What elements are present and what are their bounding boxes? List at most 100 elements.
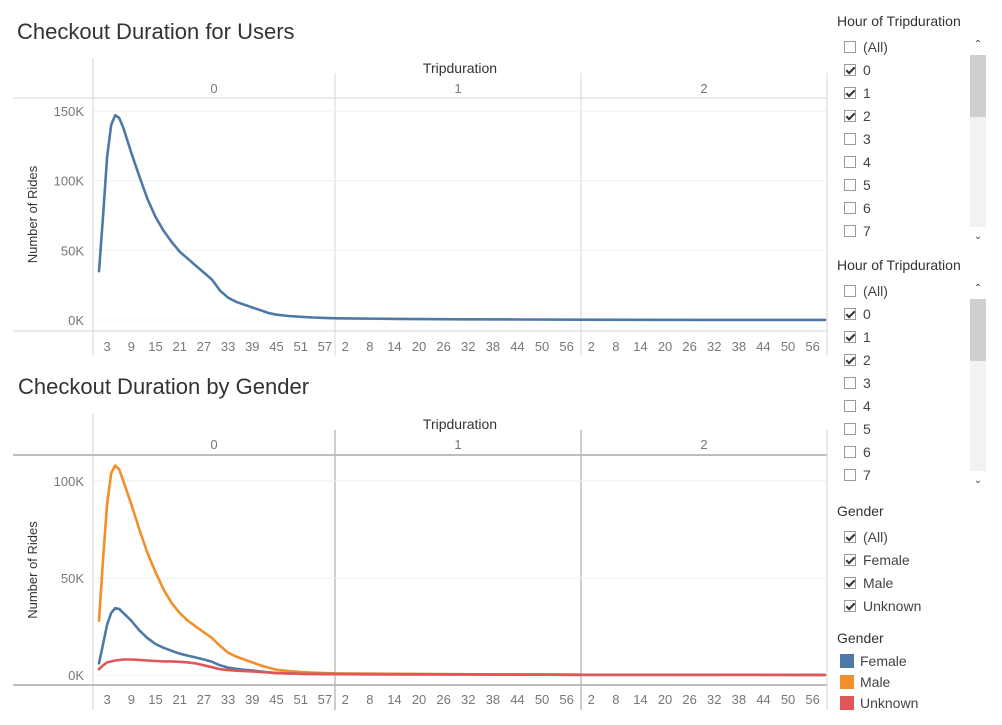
x-tick-label: 45 <box>269 339 283 354</box>
filter-item-label: Female <box>863 552 910 568</box>
checkbox[interactable] <box>844 331 856 343</box>
y-tick-label: 100K <box>54 474 85 489</box>
filter-item-3[interactable]: 3 <box>844 373 871 393</box>
filter-item-5[interactable]: 5 <box>844 419 871 439</box>
x-tick-label: 32 <box>707 692 721 707</box>
checkbox[interactable] <box>844 202 856 214</box>
x-tick-label: 38 <box>732 692 746 707</box>
x-tick-label: 50 <box>781 692 795 707</box>
checkbox[interactable] <box>844 285 856 297</box>
filter-item-2[interactable]: 2 <box>844 350 871 370</box>
x-tick-label: 45 <box>269 692 283 707</box>
x-tick-label: 33 <box>221 692 235 707</box>
scroll-down-icon[interactable]: ⌄ <box>973 231 983 242</box>
filter-item-male[interactable]: Male <box>844 573 893 593</box>
filter-item-0[interactable]: 0 <box>844 304 871 324</box>
filter-item-7[interactable]: 7 <box>844 465 871 485</box>
scroll-up-icon[interactable]: ⌃ <box>973 39 983 50</box>
checkbox[interactable] <box>844 577 856 589</box>
y-axis-label: Number of Rides <box>25 165 40 263</box>
filter-item-4[interactable]: 4 <box>844 396 871 416</box>
scroll-thumb[interactable] <box>970 299 986 361</box>
filter-item-2[interactable]: 2 <box>844 106 871 126</box>
checkbox[interactable] <box>844 446 856 458</box>
scroll-track[interactable] <box>970 55 986 227</box>
legend-label: Male <box>860 674 891 690</box>
checkbox[interactable] <box>844 156 856 168</box>
legend-item-female[interactable]: Female <box>840 651 907 671</box>
legend-label: Female <box>860 653 907 669</box>
x-tick-label: 56 <box>559 339 573 354</box>
x-tick-label: 9 <box>128 692 135 707</box>
checkbox[interactable] <box>844 41 856 53</box>
filter-item-7[interactable]: 7 <box>844 221 871 241</box>
x-tick-label: 32 <box>461 339 475 354</box>
filter-item-4[interactable]: 4 <box>844 152 871 172</box>
filter-title: Hour of Tripduration <box>837 257 961 273</box>
y-tick-label: 50K <box>61 243 84 258</box>
filter-item-female[interactable]: Female <box>844 550 910 570</box>
checkbox[interactable] <box>844 531 856 543</box>
filter-item-label: 6 <box>863 444 871 460</box>
filter-item-label: 5 <box>863 177 871 193</box>
checkbox[interactable] <box>844 600 856 612</box>
x-tick-label: 26 <box>436 692 450 707</box>
checkbox[interactable] <box>844 179 856 191</box>
filter-item-label: Unknown <box>863 598 922 614</box>
x-tick-label: 27 <box>197 692 211 707</box>
x-tick-label: 44 <box>510 692 524 707</box>
x-tick-label: 20 <box>412 339 426 354</box>
x-tick-label: 26 <box>682 692 696 707</box>
checkbox[interactable] <box>844 110 856 122</box>
filter-item-1[interactable]: 1 <box>844 327 871 347</box>
legend-label: Unknown <box>860 695 919 711</box>
legend-item-unknown[interactable]: Unknown <box>840 693 918 713</box>
filter-item-5[interactable]: 5 <box>844 175 871 195</box>
scroll-down-icon[interactable]: ⌄ <box>973 475 983 486</box>
x-tick-label: 50 <box>535 692 549 707</box>
checkbox[interactable] <box>844 423 856 435</box>
filter-item-unknown[interactable]: Unknown <box>844 596 921 616</box>
scroll-track[interactable] <box>970 299 986 471</box>
checkbox[interactable] <box>844 554 856 566</box>
scroll-thumb[interactable] <box>970 55 986 117</box>
checkbox[interactable] <box>844 308 856 320</box>
checkbox[interactable] <box>844 354 856 366</box>
filter-scrollbar[interactable]: ⌃ ⌄ <box>968 281 988 489</box>
filter-item-label: 1 <box>863 329 871 345</box>
x-tick-label: 2 <box>588 692 595 707</box>
x-tick-label: 20 <box>658 339 672 354</box>
series-line-male <box>97 464 827 677</box>
sidebar: Hour of Tripduration (All) 0 1 2 3 4 5 6… <box>830 0 1002 725</box>
filter-item-6[interactable]: 6 <box>844 198 871 218</box>
filter-item-label: 3 <box>863 375 871 391</box>
filter-item-6[interactable]: 6 <box>844 442 871 462</box>
checkbox[interactable] <box>844 64 856 76</box>
checkbox[interactable] <box>844 469 856 481</box>
filter-item-1[interactable]: 1 <box>844 83 871 103</box>
x-tick-label: 21 <box>172 339 186 354</box>
filter-item-3[interactable]: 3 <box>844 129 871 149</box>
filter-item-all[interactable]: (All) <box>844 281 888 301</box>
x-tick-label: 8 <box>366 692 373 707</box>
x-tick-label: 14 <box>633 692 647 707</box>
chart-title-top: Checkout Duration for Users <box>17 19 295 44</box>
legend-item-male[interactable]: Male <box>840 672 890 692</box>
filter-item-label: (All) <box>863 39 888 55</box>
checkbox[interactable] <box>844 225 856 237</box>
x-tick-label: 39 <box>245 692 259 707</box>
filter-scrollbar[interactable]: ⌃ ⌄ <box>968 37 988 245</box>
checkbox[interactable] <box>844 377 856 389</box>
filter-item-all[interactable]: (All) <box>844 527 888 547</box>
filter-item-all[interactable]: (All) <box>844 37 888 57</box>
filter-item-0[interactable]: 0 <box>844 60 871 80</box>
filter-item-label: 4 <box>863 398 871 414</box>
checkbox[interactable] <box>844 87 856 99</box>
filter-hour-1: Hour of Tripduration (All) 0 1 2 3 4 5 6… <box>830 10 1002 250</box>
scroll-up-icon[interactable]: ⌃ <box>973 283 983 294</box>
filter-item-label: 6 <box>863 200 871 216</box>
checkbox[interactable] <box>844 133 856 145</box>
checkbox[interactable] <box>844 400 856 412</box>
x-tick-label: 44 <box>510 339 524 354</box>
x-tick-label: 38 <box>486 692 500 707</box>
